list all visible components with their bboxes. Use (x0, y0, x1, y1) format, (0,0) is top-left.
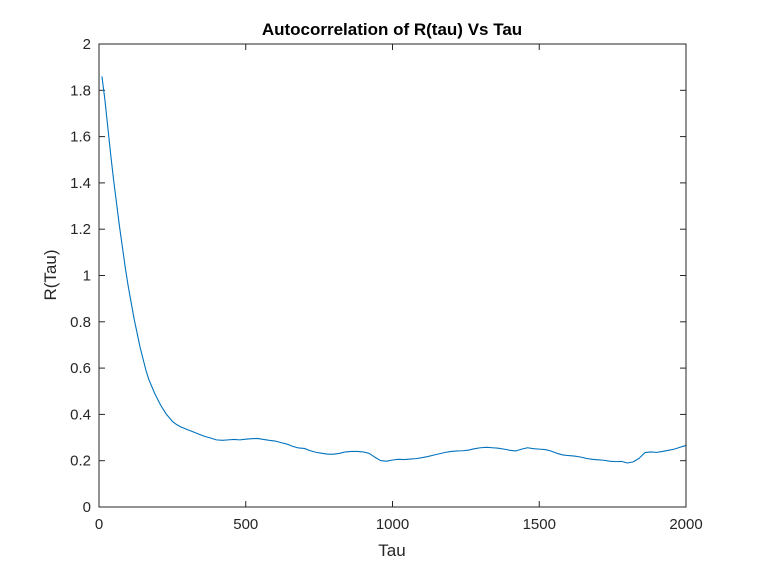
series-layer (101, 76, 687, 464)
tick-group: 0 500 1000 1500 2000 0 0.2 0.4 0.6 0.8 1 1.2 1.4 1.6 1… (70, 36, 703, 533)
x-tick-label: 500 (233, 516, 258, 533)
y-tick-label: 1.6 (70, 129, 91, 146)
y-tick-label: 2 (83, 36, 91, 53)
plot-frame (98, 43, 687, 508)
x-tick-label: 2000 (669, 516, 702, 533)
y-tick-label: 0.6 (70, 360, 91, 377)
plot-background (99, 44, 686, 507)
series-line (101, 76, 687, 464)
x-axis-label: Tau (378, 541, 405, 560)
y-tick-label: 1.4 (70, 175, 91, 192)
y-tick-label: 0.2 (70, 453, 91, 470)
chart-title: Autocorrelation of R(tau) Vs Tau (262, 20, 522, 39)
y-tick-label: 1.8 (70, 82, 91, 99)
y-tick-label: 0.4 (70, 406, 91, 423)
y-tick-label: 1 (83, 268, 91, 285)
x-tick-label: 1000 (376, 516, 409, 533)
y-axis-label: R(Tau) (41, 249, 60, 300)
x-tick-label: 0 (95, 516, 103, 533)
x-tick-label: 1500 (523, 516, 556, 533)
y-tick-label: 0.8 (70, 314, 91, 331)
y-tick-label: 1.2 (70, 221, 91, 238)
y-tick-label: 0 (83, 499, 91, 516)
